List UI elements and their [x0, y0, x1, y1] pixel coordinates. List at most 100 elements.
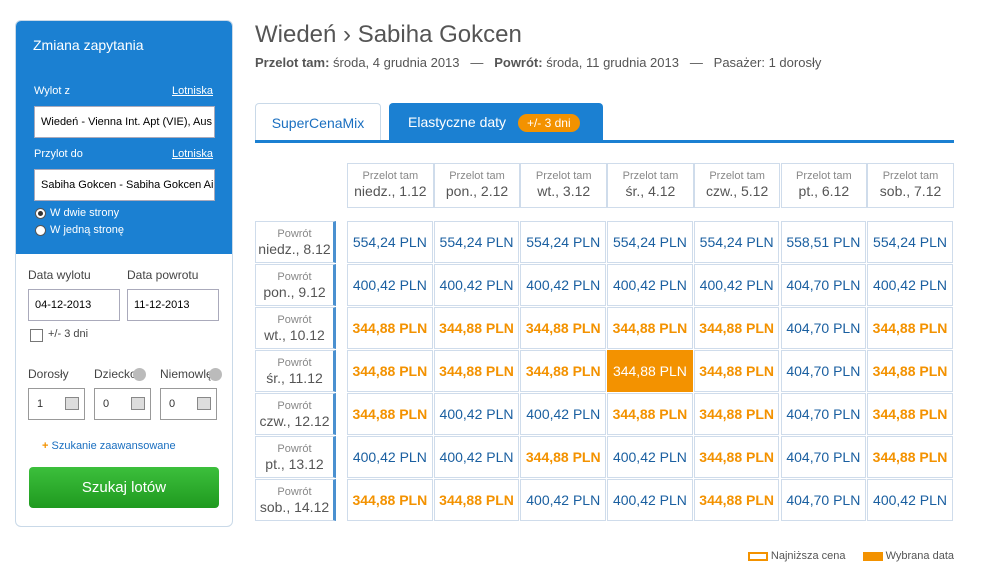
airports-link[interactable]: Lotniska: [172, 148, 213, 160]
price-cell[interactable]: 344,88 PLN: [520, 307, 607, 349]
radio-checked[interactable]: [35, 208, 46, 219]
price-cell[interactable]: 400,42 PLN: [867, 479, 953, 521]
price-cell[interactable]: 400,42 PLN: [433, 264, 520, 306]
price-cell[interactable]: 404,70 PLN: [780, 393, 867, 435]
price-cell[interactable]: 400,42 PLN: [607, 436, 693, 478]
price-cell[interactable]: 344,88 PLN: [347, 393, 433, 435]
price-cell[interactable]: 344,88 PLN: [520, 350, 607, 392]
label: Pasażer:: [713, 55, 765, 70]
column-header-date: pt., 6.12: [798, 183, 850, 199]
row-header-sub: Powrót: [277, 486, 312, 498]
price-cell[interactable]: 400,42 PLN: [520, 479, 607, 521]
tab-badge: +/- 3 dni: [517, 114, 580, 132]
price-cell[interactable]: 344,88 PLN: [867, 350, 953, 392]
price-cell[interactable]: 404,70 PLN: [780, 350, 867, 392]
price-cell[interactable]: 554,24 PLN: [520, 221, 607, 263]
column-header-sub: Przelot tam: [362, 170, 419, 182]
price-cell[interactable]: 344,88 PLN: [607, 307, 693, 349]
column-header-date: sob., 7.12: [879, 183, 942, 199]
price-cell[interactable]: 344,88 PLN: [347, 350, 433, 392]
price-cell[interactable]: 554,24 PLN: [433, 221, 520, 263]
price-cell[interactable]: 400,42 PLN: [693, 264, 780, 306]
price-cell[interactable]: 404,70 PLN: [780, 307, 867, 349]
price-cell-selected[interactable]: 344,88 PLN: [607, 350, 693, 392]
radio-label[interactable]: W jedną stronę: [50, 224, 124, 236]
row-header-date: czw., 12.12: [259, 413, 330, 429]
legend-label: Najniższa cena: [770, 550, 846, 562]
price-cell[interactable]: 344,88 PLN: [867, 436, 953, 478]
price-cell[interactable]: 344,88 PLN: [693, 436, 780, 478]
depart-date[interactable]: 04-12-2013: [28, 289, 120, 321]
radio[interactable]: [35, 225, 46, 236]
search-button[interactable]: Szukaj lotów: [29, 467, 219, 508]
price-cell[interactable]: 400,42 PLN: [520, 393, 607, 435]
price-cell[interactable]: 344,88 PLN: [347, 479, 433, 521]
checkbox[interactable]: [30, 329, 43, 342]
select-value[interactable]: 0: [169, 398, 176, 410]
trip-summary: Przelot tam: środa, 4 grudnia 2013 — Pow…: [255, 55, 821, 70]
row-header-date: sob., 14.12: [259, 499, 330, 515]
return-label: Data powrotu: [127, 268, 199, 282]
return-date[interactable]: 11-12-2013: [127, 289, 219, 321]
tab-label[interactable]: Elastyczne daty: [408, 114, 507, 130]
radio-label[interactable]: W dwie strony: [50, 207, 120, 219]
price-cell[interactable]: 344,88 PLN: [693, 350, 780, 392]
select-value[interactable]: 1: [37, 398, 44, 410]
to-input[interactable]: Sabiha Gokcen - Sabiha Gokcen Airp: [34, 169, 215, 201]
price-cell[interactable]: 400,42 PLN: [433, 393, 520, 435]
sidebar: Zmiana zapytania Wylot z Lotniska Wiedeń…: [15, 20, 233, 527]
row-header: Powrót pt., 13.12: [255, 436, 336, 478]
passenger-select[interactable]: 0: [160, 388, 217, 420]
column-header-sub: Przelot tam: [709, 170, 765, 182]
price-cell[interactable]: 404,70 PLN: [780, 479, 867, 521]
row-header-sub: Powrót: [277, 314, 312, 326]
advanced-text[interactable]: Szukanie zaawansowane: [51, 440, 176, 452]
row-header-sub: Powrót: [277, 443, 312, 455]
price-cell[interactable]: 400,42 PLN: [347, 436, 433, 478]
column-header-sub: Przelot tam: [796, 170, 852, 182]
price-cell[interactable]: 400,42 PLN: [867, 264, 953, 306]
price-cell[interactable]: 400,42 PLN: [607, 479, 693, 521]
price-cell[interactable]: 554,24 PLN: [607, 221, 693, 263]
passenger-select[interactable]: 0: [94, 388, 151, 420]
price-cell[interactable]: 400,42 PLN: [520, 264, 607, 306]
sidebar-title: Zmiana zapytania: [33, 37, 144, 53]
from-input[interactable]: Wiedeń - Vienna Int. Apt (VIE), Aus: [34, 106, 215, 138]
price-cell[interactable]: 404,70 PLN: [780, 264, 867, 306]
legend-label: Wybrana data: [885, 550, 954, 562]
column-header-sub: Przelot tam: [449, 170, 505, 182]
price-cell[interactable]: 554,24 PLN: [347, 221, 433, 263]
passenger-select[interactable]: 1: [28, 388, 85, 420]
price-cell[interactable]: 344,88 PLN: [520, 436, 607, 478]
to-label: Przylot do: [34, 148, 83, 160]
price-cell[interactable]: 344,88 PLN: [433, 307, 520, 349]
airports-link[interactable]: Lotniska: [172, 85, 213, 97]
tab-active[interactable]: Elastyczne daty +/- 3 dni: [389, 103, 603, 141]
price-cell[interactable]: 344,88 PLN: [433, 350, 520, 392]
price-cell[interactable]: 554,24 PLN: [867, 221, 953, 263]
price-cell[interactable]: 344,88 PLN: [693, 393, 780, 435]
separator: —: [470, 55, 484, 70]
price-cell[interactable]: 344,88 PLN: [867, 307, 953, 349]
row-header-date: śr., 11.12: [266, 370, 323, 386]
price-cell[interactable]: 404,70 PLN: [780, 436, 867, 478]
price-cell[interactable]: 558,51 PLN: [780, 221, 867, 263]
price-cell[interactable]: 344,88 PLN: [607, 393, 693, 435]
price-cell[interactable]: 344,88 PLN: [693, 479, 780, 521]
price-cell[interactable]: 344,88 PLN: [867, 393, 953, 435]
advanced-link[interactable]: + Szukanie zaawansowane: [42, 440, 176, 452]
column-header-date: czw., 5.12: [706, 183, 769, 199]
price-cell[interactable]: 344,88 PLN: [433, 479, 520, 521]
price-cell[interactable]: 400,42 PLN: [433, 436, 520, 478]
price-cell[interactable]: 344,88 PLN: [693, 307, 780, 349]
row-header: Powrót wt., 10.12: [255, 307, 336, 349]
help-icon: [133, 368, 146, 381]
select-arrow: [197, 397, 211, 410]
column-header: Przelot tam pon., 2.12: [433, 163, 521, 208]
select-value[interactable]: 0: [103, 398, 110, 410]
price-cell[interactable]: 554,24 PLN: [693, 221, 780, 263]
tab[interactable]: SuperCenaMix: [255, 103, 381, 141]
price-cell[interactable]: 400,42 PLN: [347, 264, 433, 306]
price-cell[interactable]: 400,42 PLN: [607, 264, 693, 306]
price-cell[interactable]: 344,88 PLN: [347, 307, 433, 349]
